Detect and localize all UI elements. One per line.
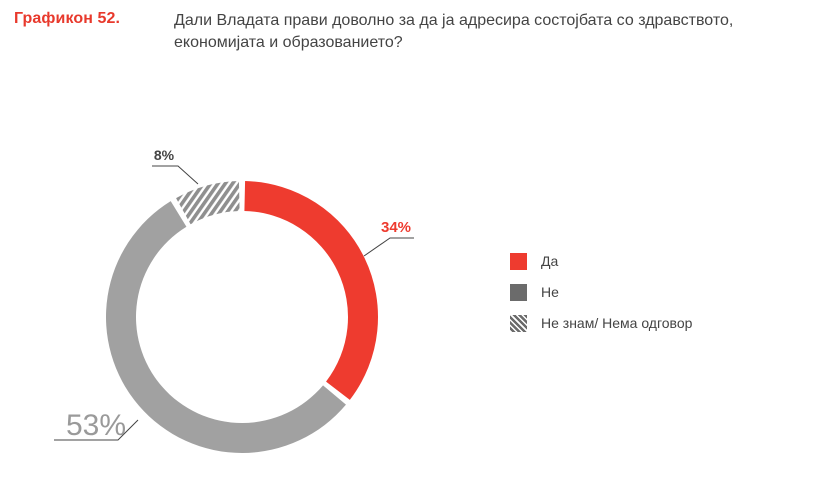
chart-legend: Да Не Не знам/ Нема одговор (510, 252, 810, 345)
legend-swatch-yes (510, 252, 527, 270)
data-label-yes: 34% (381, 219, 411, 236)
chart-title-line-1: Дали Владата прави доволно за да ја адре… (174, 12, 734, 29)
legend-item-dont-know: Не знам/ Нема одговор (510, 314, 810, 332)
chart-title-line-2: економијата и образованието? (174, 34, 403, 51)
legend-label-no: Не (541, 284, 559, 300)
donut-slice-no (106, 201, 346, 453)
data-label-dont-know: 8% (154, 147, 175, 163)
donut-slice-dont-know (176, 181, 240, 225)
legend-swatch-dont-know (510, 314, 527, 332)
leader-line-no (54, 419, 139, 441)
legend-swatch-no (510, 283, 527, 301)
chart-title: Дали Владата прави доволно за да ја адре… (174, 10, 814, 54)
legend-item-no: Не (510, 283, 810, 301)
leader-line-yes (363, 237, 414, 257)
legend-label-yes: Да (541, 253, 559, 269)
legend-label-dont-know: Не знам/ Нема одговор (541, 315, 693, 331)
label-leader-lines (54, 165, 414, 441)
leader-line-dont-know (152, 165, 199, 185)
chart-header: Графикон 52. Дали Владата прави доволно … (14, 10, 814, 66)
chart-number-label: Графикон 52. (14, 10, 121, 27)
legend-item-yes: Да (510, 252, 810, 270)
donut-slice-yes (244, 181, 378, 400)
donut-slices (106, 181, 378, 453)
data-label-no: 53% (66, 409, 126, 442)
